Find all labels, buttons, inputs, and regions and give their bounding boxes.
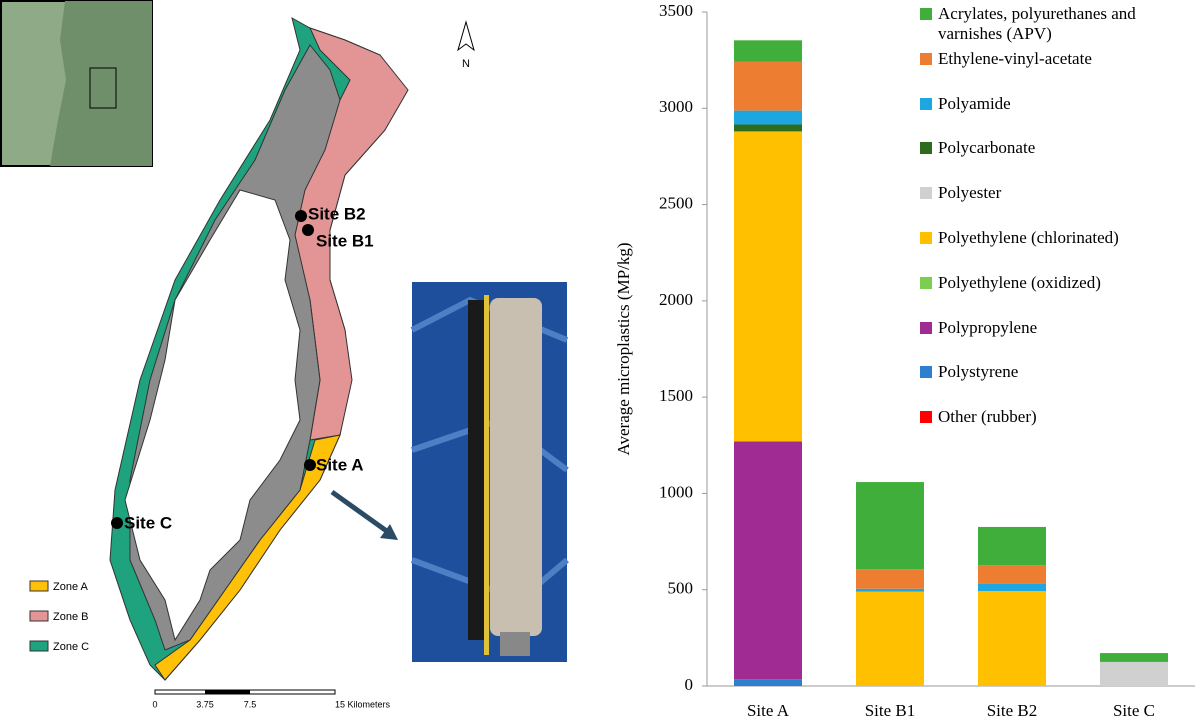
bar-segment [734,110,802,125]
scale-label: 15 Kilometers [335,699,391,709]
site-marker [302,224,314,236]
photo-cap [500,632,530,656]
legend-swatch [920,97,932,110]
legend-label: Polypropylene [938,317,1038,337]
scale-label: 0 [152,699,157,709]
legend-item: Polystyrene [918,362,1200,382]
zone-swatch [29,640,49,652]
bar-segment [734,40,802,62]
legend-item: Polyamide [918,94,1200,114]
x-tick-label: Site C [1113,701,1155,720]
legend-item: Polyethylene (chlorinated) [918,228,1200,248]
legend-label: Polyamide [938,93,1011,113]
bar-segment [734,61,802,111]
photo-tape [484,295,489,655]
scale-label: 7.5 [244,699,257,709]
y-axis-label: Average microplastics (MP/kg) [614,242,633,455]
x-tick-label: Site A [747,701,790,720]
legend-label: Polyethylene (oxidized) [938,272,1101,292]
legend-item: Polypropylene [918,318,1200,338]
north-label: N [462,58,470,70]
legend-swatch [920,411,932,424]
scale-label: 3.75 [196,699,214,709]
legend-item: Other (rubber) [918,407,1200,427]
y-tick-label: 0 [685,675,694,694]
legend-item: Polycarbonate [918,138,1200,158]
site-marker [295,210,307,222]
site-marker [111,517,123,529]
north-arrow [457,20,475,52]
bar-segment [978,526,1046,566]
bar-segment [734,131,802,442]
bar-segment [978,591,1046,686]
legend-item: Ethylene-vinyl-acetate [918,49,1200,69]
bar-segment [1100,653,1168,662]
inset-land [50,1,152,166]
photo [412,282,567,662]
site-label: Site B1 [316,231,374,250]
y-tick-label: 1500 [659,386,693,405]
x-tick-label: Site B1 [865,701,916,720]
bar-segment [856,591,924,686]
island-upland [124,189,301,642]
legend-swatch [920,366,932,379]
legend-label: Polycarbonate [938,138,1036,158]
legend-swatch [920,142,932,155]
site-marker [304,459,316,471]
chart: Average microplastics (MP/kg) 0 500 1000 15… [614,1,1195,720]
photo-core [490,298,542,636]
legend-label: Acrylates, polyurethanes and varnishes (… [938,4,1136,43]
legend-label: Other (rubber) [938,407,1037,427]
zone-swatch [29,610,49,622]
legend-item: Polyethylene (oxidized) [918,273,1200,293]
legend-item: Polyester [918,183,1200,203]
pointer-arrow [380,524,398,540]
legend-swatch [920,187,932,200]
y-tick-label: 3500 [659,1,693,20]
bar-segment [978,583,1046,592]
bar-segment [734,679,802,686]
zone-label: Zone C [53,641,89,653]
bar-segment [856,482,924,570]
site-label: Site A [316,455,364,474]
inset-box [89,67,117,109]
photo-tube [468,300,486,640]
legend-swatch [920,232,932,244]
legend-swatch [920,321,932,334]
site-label: Site B2 [308,204,366,223]
legend-label: Ethylene-vinyl-acetate [938,48,1092,68]
y-tick-label: 2500 [659,193,693,212]
scale-bar [205,690,250,694]
y-tick-label: 3000 [659,97,693,116]
zone-label: Zone A [53,581,89,593]
legend-swatch [920,8,932,20]
bar-segment [734,441,802,680]
bar-segment [856,569,924,589]
y-tick-label: 2000 [659,290,693,309]
y-tick-label: 1000 [659,482,693,501]
legend-item: Acrylates, polyurethanes and varnishes (… [918,4,1200,44]
zone-swatch [29,580,49,592]
zone-label: Zone B [53,611,88,623]
site-label: Site C [124,513,172,532]
legend-label: Polystyrene [938,362,1019,382]
legend-label: Polyester [938,183,1002,203]
x-tick-label: Site B2 [987,701,1038,720]
bar-segment [1100,661,1168,686]
legend-swatch [920,52,932,65]
bar-segment [978,565,1046,584]
bar-segment [734,124,802,132]
y-tick-label: 500 [668,579,694,598]
pointer-arrow [330,489,390,535]
bar-segment [856,588,924,592]
legend-label: Polyethylene (chlorinated) [938,228,1119,247]
legend-swatch [920,276,932,289]
